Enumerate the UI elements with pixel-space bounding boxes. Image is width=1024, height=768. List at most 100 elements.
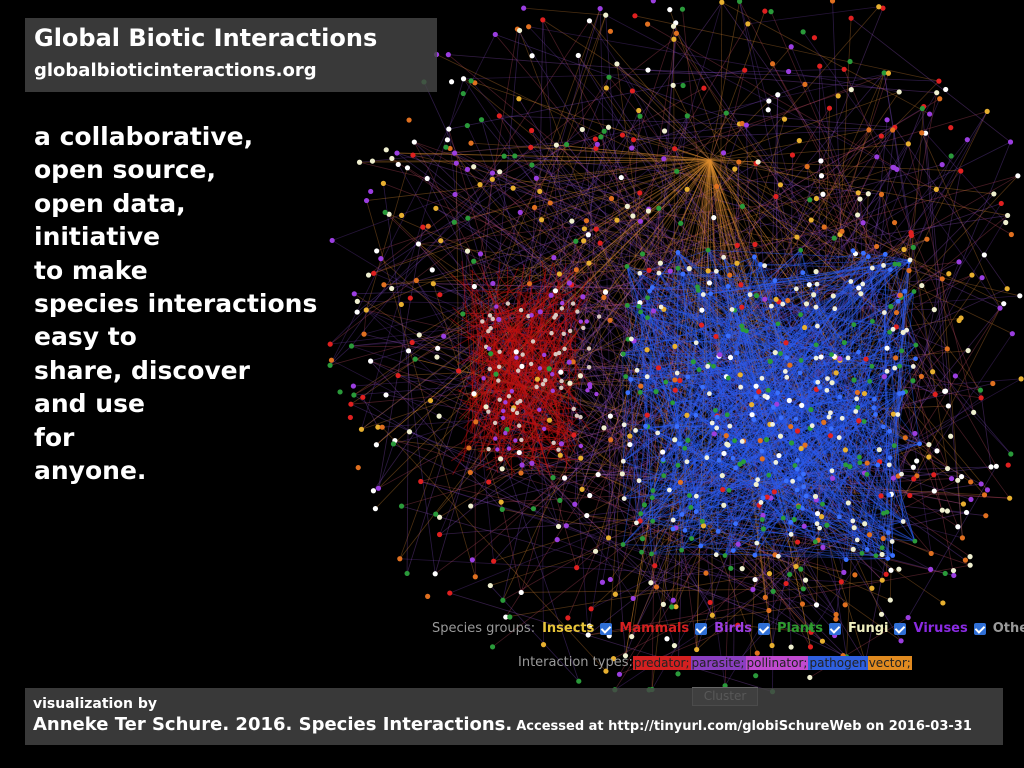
edge — [794, 464, 878, 467]
species-checkbox[interactable] — [828, 622, 841, 635]
edge — [577, 55, 817, 390]
node — [890, 326, 896, 332]
edge — [652, 416, 718, 522]
node — [488, 326, 493, 331]
node — [857, 454, 862, 460]
edge — [378, 443, 394, 489]
node — [711, 431, 717, 437]
edge — [633, 124, 747, 141]
edge — [731, 283, 863, 310]
node — [553, 312, 559, 318]
node — [621, 496, 627, 502]
node — [817, 384, 823, 390]
edge — [502, 159, 711, 601]
node — [672, 437, 678, 443]
node — [967, 562, 973, 568]
node — [911, 289, 917, 294]
node — [981, 492, 988, 498]
node — [770, 421, 775, 427]
edge — [331, 359, 756, 580]
edge — [598, 472, 865, 475]
edge — [686, 357, 849, 463]
node — [756, 389, 762, 395]
node — [586, 364, 592, 370]
node — [598, 134, 604, 140]
edge — [582, 296, 673, 607]
edge — [640, 311, 889, 533]
tagline-line: species interactions — [34, 289, 318, 319]
edge — [550, 415, 580, 451]
interaction-type[interactable]: parasite; — [690, 655, 746, 670]
interaction-type[interactable]: pathogen — [808, 655, 868, 670]
edge — [778, 521, 904, 557]
interaction-type[interactable]: predator; — [632, 655, 691, 670]
node — [753, 293, 760, 299]
edge — [435, 207, 914, 468]
edge — [709, 1, 740, 161]
node — [956, 259, 962, 265]
node — [471, 283, 477, 290]
edge — [775, 98, 940, 197]
edge — [696, 159, 711, 650]
species-checkbox[interactable] — [894, 622, 907, 635]
edge — [723, 152, 768, 398]
edge — [647, 426, 679, 466]
node — [759, 456, 765, 462]
interaction-type[interactable]: pollinator; — [745, 655, 809, 670]
edge — [454, 152, 804, 590]
node — [499, 506, 505, 512]
edge — [449, 390, 946, 594]
edge — [695, 342, 816, 542]
edge — [529, 77, 610, 284]
node — [895, 298, 901, 304]
edge — [652, 270, 717, 288]
node — [768, 9, 774, 15]
node — [855, 405, 861, 410]
node — [650, 0, 656, 4]
node — [605, 124, 612, 130]
edge — [623, 286, 698, 425]
edge — [761, 377, 858, 408]
node — [948, 475, 955, 482]
node — [713, 333, 719, 340]
node — [571, 432, 577, 438]
edge — [802, 31, 1001, 309]
edge — [465, 379, 519, 423]
species-checkbox[interactable] — [600, 622, 613, 635]
edge — [703, 159, 711, 526]
node — [749, 412, 755, 418]
edge — [811, 425, 868, 550]
edge — [709, 159, 791, 366]
edge — [461, 260, 475, 401]
edge — [639, 273, 654, 522]
node — [553, 352, 558, 357]
edge — [768, 389, 858, 408]
node — [812, 493, 819, 500]
species-checkbox[interactable] — [973, 622, 986, 635]
edge — [581, 435, 631, 490]
edge — [396, 152, 892, 307]
edge — [797, 459, 833, 472]
edge — [728, 288, 797, 337]
node — [730, 548, 736, 554]
edge — [696, 159, 711, 650]
node — [559, 385, 564, 391]
node — [860, 281, 866, 287]
interaction-type[interactable]: vector; — [867, 655, 912, 670]
edge — [805, 495, 889, 559]
node — [781, 116, 788, 122]
node — [836, 514, 842, 520]
edge — [786, 377, 794, 482]
node — [646, 267, 652, 273]
node — [503, 430, 508, 436]
node — [624, 303, 630, 308]
node — [754, 540, 760, 546]
node — [801, 484, 807, 490]
edge — [630, 379, 765, 397]
node — [948, 153, 954, 159]
species-checkbox[interactable] — [758, 622, 770, 635]
edge — [709, 393, 884, 428]
edge — [657, 280, 776, 434]
node — [619, 471, 625, 477]
species-checkbox[interactable] — [695, 622, 708, 635]
